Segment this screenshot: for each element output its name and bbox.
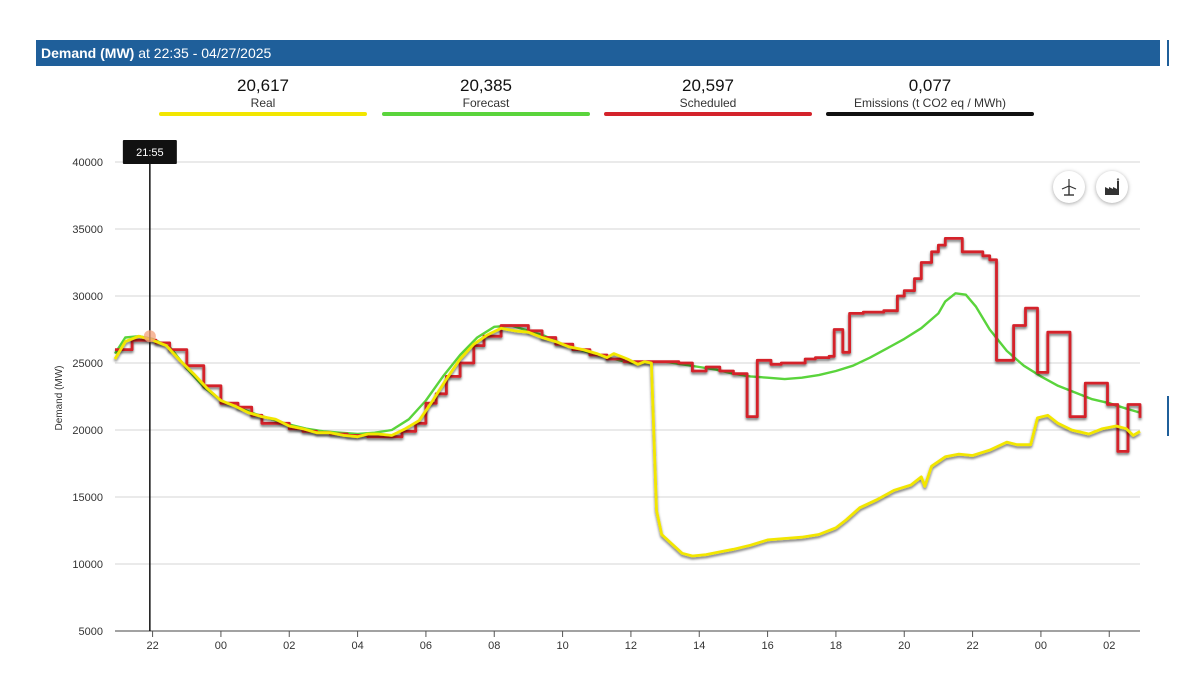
header-edge-mark bbox=[1167, 40, 1169, 66]
y-tick-label: 40000 bbox=[72, 157, 103, 169]
y-tick-label: 25000 bbox=[72, 358, 103, 370]
header-title: Demand (MW) bbox=[41, 45, 135, 61]
wind-turbine-icon bbox=[1061, 179, 1077, 196]
grid-lines bbox=[115, 161, 1140, 632]
x-tick-label: 08 bbox=[488, 640, 500, 652]
y-tick-label: 35000 bbox=[72, 224, 103, 236]
y-axis: 5000 10000 15000 20000 25000 30000 35000 40000 bbox=[72, 157, 103, 638]
kpi-emissions[interactable]: 0,077 Emissions (t CO2 eq / MWh) bbox=[826, 76, 1034, 116]
x-tick-label: 00 bbox=[1035, 640, 1047, 652]
x-tick-label: 22 bbox=[146, 640, 158, 652]
chart-header-bar: Demand (MW) at 22:35 - 04/27/2025 bbox=[36, 40, 1160, 66]
cursor-time-label: 21:55 bbox=[136, 147, 164, 159]
kpi-scheduled-label: Scheduled bbox=[679, 96, 737, 110]
x-tick-label: 20 bbox=[898, 640, 910, 652]
y-axis-label: Demand (MW) bbox=[54, 365, 65, 430]
factory-icon bbox=[1105, 178, 1120, 195]
cursor-marker bbox=[143, 330, 156, 343]
x-tick-label: 02 bbox=[1103, 640, 1115, 652]
y-tick-label: 10000 bbox=[72, 559, 103, 571]
emissions-toggle-button[interactable] bbox=[1096, 171, 1128, 203]
x-tick-label: 00 bbox=[215, 640, 227, 652]
x-tick-label: 04 bbox=[351, 640, 363, 652]
kpi-forecast-bar bbox=[382, 112, 590, 116]
kpi-scheduled[interactable]: 20,597 Scheduled bbox=[604, 76, 812, 116]
kpi-scheduled-value: 20,597 bbox=[682, 76, 734, 95]
kpi-real-bar bbox=[159, 112, 367, 116]
series-real-line[interactable] bbox=[113, 326, 1141, 558]
x-tick-label: 10 bbox=[556, 640, 568, 652]
kpi-scheduled-bar bbox=[604, 112, 812, 116]
y-tick-label: 5000 bbox=[79, 626, 103, 638]
x-tick-label: 14 bbox=[693, 640, 705, 652]
kpi-forecast-value: 20,385 bbox=[460, 76, 512, 95]
x-tick-label: 02 bbox=[283, 640, 295, 652]
kpi-real[interactable]: 20,617 Real bbox=[159, 76, 367, 116]
kpi-forecast-label: Forecast bbox=[462, 96, 510, 110]
kpi-real-value: 20,617 bbox=[237, 76, 289, 95]
x-tick-label: 06 bbox=[420, 640, 432, 652]
generation-toggle-button[interactable] bbox=[1053, 171, 1085, 203]
cursor-time-box bbox=[122, 140, 177, 164]
x-tick-label: 12 bbox=[625, 640, 637, 652]
series-forecast-line[interactable] bbox=[113, 292, 1141, 436]
series-layer bbox=[113, 237, 1142, 558]
x-tick-label: 16 bbox=[761, 640, 773, 652]
kpi-emissions-bar bbox=[826, 112, 1034, 116]
x-axis: 22 00 02 04 06 08 10 12 14 16 18 20 22 00 02 bbox=[146, 631, 1115, 652]
y-tick-label: 15000 bbox=[72, 492, 103, 504]
right-edge-mark bbox=[1167, 396, 1169, 436]
kpi-forecast[interactable]: 20,385 Forecast bbox=[382, 76, 590, 116]
kpi-real-label: Real bbox=[250, 96, 276, 110]
kpi-emissions-label: Emissions (t CO2 eq / MWh) bbox=[853, 96, 1007, 110]
x-tick-label: 22 bbox=[966, 640, 978, 652]
kpi-emissions-value: 0,077 bbox=[908, 76, 952, 95]
x-tick-label: 18 bbox=[830, 640, 842, 652]
header-timestamp: at 22:35 - 04/27/2025 bbox=[134, 45, 272, 61]
y-tick-label: 30000 bbox=[72, 291, 103, 303]
time-cursor: 21:55 bbox=[122, 140, 177, 631]
y-tick-label: 20000 bbox=[72, 425, 103, 437]
